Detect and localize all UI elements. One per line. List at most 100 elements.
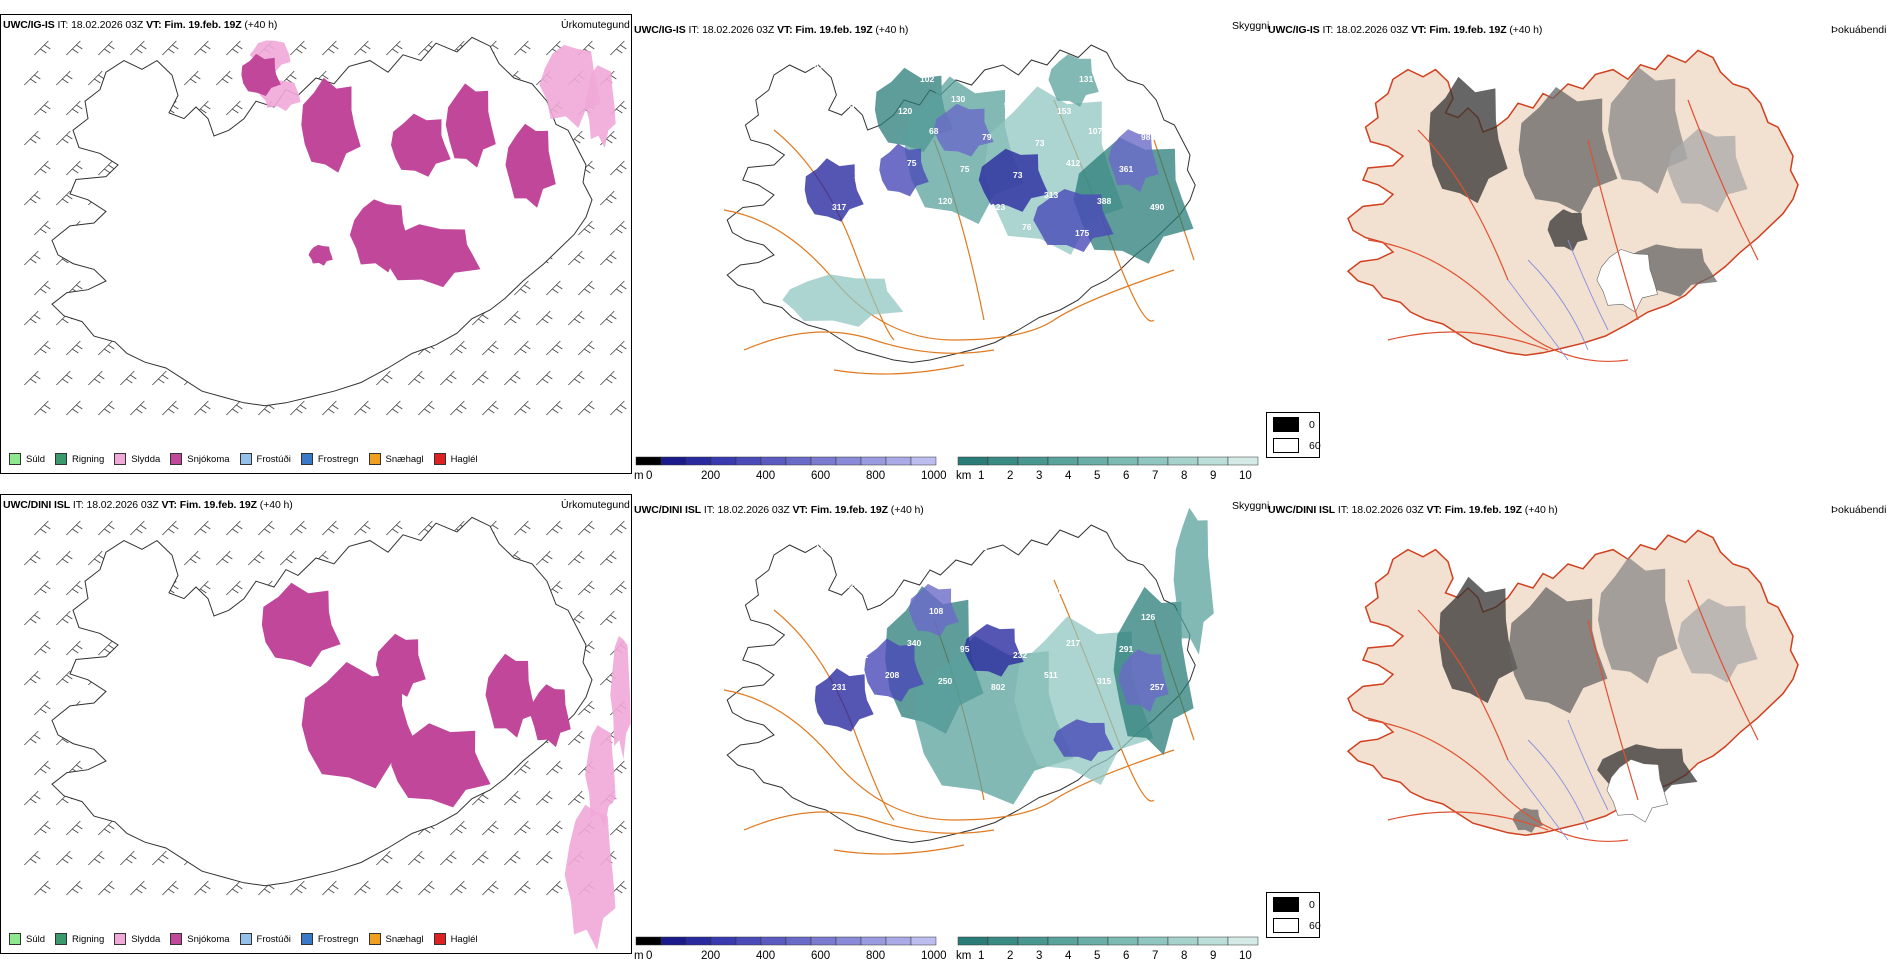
lead-time: (+40 h) [1524,504,1558,516]
snow-area [375,633,426,697]
legend-item: Rigning [55,933,104,945]
init-time: 18.02.2026 03Z [1351,504,1424,516]
panel-header: UWC/DINI ISL IT: 18.02.2026 03Z VT: Fim.… [1268,504,1558,516]
cloud-base-tick: 200 [701,950,721,962]
cloud-base-label: 245 [1088,606,1102,616]
cloud-base-label: 208 [885,670,899,680]
legend-label: Frostúði [256,453,291,465]
lead-time: (+40 h) [259,499,293,511]
snow-area [301,77,361,173]
low-cloud-base-area [1033,189,1114,252]
visibility-map: 216 121 183 162 158 157 101 121 72 153 107 145 63 323… [723,507,1214,855]
cloud-base-label: 121 [867,548,881,558]
model-name: UWC/DINI ISL [1268,504,1336,516]
precip-type-legend: Súld Rigning Slydda Snjókoma Frostúði Frostre… [9,453,488,465]
init-time-label: IT: [1337,504,1349,516]
model-name: UWC/IG-IS [634,24,686,36]
visibility-tick: 6 [1123,470,1130,482]
legend-swatch [368,453,381,465]
fog-legend-item: 60 [1273,918,1321,933]
init-time: 18.02.2026 03Z [717,504,790,516]
fog-legend-item: 60 [1273,438,1321,453]
legend-label: Frostregn [317,453,359,465]
model-name: UWC/IG-IS [1268,24,1320,36]
colorbar-segment [860,456,887,466]
fog-legend-swatch [1273,417,1299,432]
visibility-panel: 216 121 183 162 158 157 101 121 72 153 107 145 63 323… [634,500,1274,962]
cloud-base-label: 429 [863,222,877,232]
glacier-area [1606,759,1668,823]
cloud-base-label: 315 [1097,676,1111,686]
legend-swatch [300,933,313,945]
legend-swatch [114,453,127,465]
cloud-base-label: 158 [1026,548,1040,558]
colorbar-segment [1167,936,1199,946]
visibility-tick: 8 [1181,950,1188,962]
snow-area [445,83,496,168]
cloud-base-labels: 976 116 102 10 128 131 137 43 120 130 96 153 367 61 67… [814,62,1164,244]
cloud-base-label: 128 [1026,68,1040,78]
parameter-label: Þokuábendi [1831,504,1887,516]
legend-swatch [433,933,446,945]
fog-area [1598,557,1678,684]
low-cloud-base-area [1118,649,1169,713]
cloud-base-label: 361 [1119,164,1133,174]
visibility-unit: km [956,950,972,962]
colorbar-segment [635,936,662,946]
visibility-unit: km [956,470,972,482]
colorbar-segment [1197,936,1229,946]
legend-swatch [9,453,21,465]
panel-header: UWC/IG-IS IT: 18.02.2026 03Z VT: Fim. 19… [1268,24,1542,36]
legend-item: Haglél [433,453,478,465]
valid-time: Fim. 19.feb. 19Z [164,19,242,31]
legend-item: Rigning [55,453,104,465]
cloud-base-label: 313 [1044,190,1058,200]
legend-swatch [170,933,183,945]
legend-item: Snæhagl [368,453,424,465]
parameter-label: Skyggni [1232,500,1270,512]
fog-legend-item: 0 [1273,417,1315,432]
cloud-base-tick: 0 [646,470,653,482]
low-cloud-base-area [978,148,1049,212]
parameter-label: Úrkomutegund [561,499,630,511]
valid-time-label: VT: [792,504,809,516]
cloud-base-tick: 600 [811,470,831,482]
cloud-base-label: 10 [973,62,983,72]
valid-time: Fim. 19.feb. 19Z [1429,24,1507,36]
visibility-tick: 6 [1123,950,1130,962]
colorbar-segment [785,936,812,946]
legend-swatch [433,453,446,465]
fog-legend-swatch [1273,438,1299,453]
cloud-base-unit: m [634,470,644,482]
colorbar-segment [760,936,787,946]
valid-time-label: VT: [1411,24,1427,36]
panel-header: UWC/DINI ISL IT: 18.02.2026 03Z VT: Fim.… [634,504,924,516]
fog-area [1667,128,1748,213]
colorbar-segment [987,936,1019,946]
legend-item: Snæhagl [368,933,424,945]
init-time: 18.02.2026 03Z [86,499,159,511]
fog-area [1547,209,1588,252]
valid-time: Fim. 19.feb. 19Z [810,504,888,516]
sleet-area [585,725,616,829]
snow-area [530,684,571,748]
legend-label: Súld [26,453,46,465]
cloud-base-label: 137 [1132,62,1146,72]
colorbar-segment [1047,936,1079,946]
cloud-base-label: 61 [823,132,833,142]
low-visibility-area [1048,54,1099,107]
snow-area [349,199,411,273]
legend-label: Snjókoma [187,453,230,465]
low-cloud-base-area [934,103,994,157]
visibility-colorbar [956,456,1261,486]
model-name: UWC/DINI ISL [3,499,71,511]
init-time-label: IT: [703,504,715,516]
cloud-base-label: 976 [814,62,828,72]
cloud-base-label: 323 [823,612,837,622]
legend-swatch [55,933,68,945]
road-network [1367,579,1759,843]
cloud-base-tick: 800 [866,950,886,962]
legend-swatch [114,933,127,945]
cloud-base-label: 107 [1004,580,1018,590]
cloud-base-label: 116 [867,68,881,78]
